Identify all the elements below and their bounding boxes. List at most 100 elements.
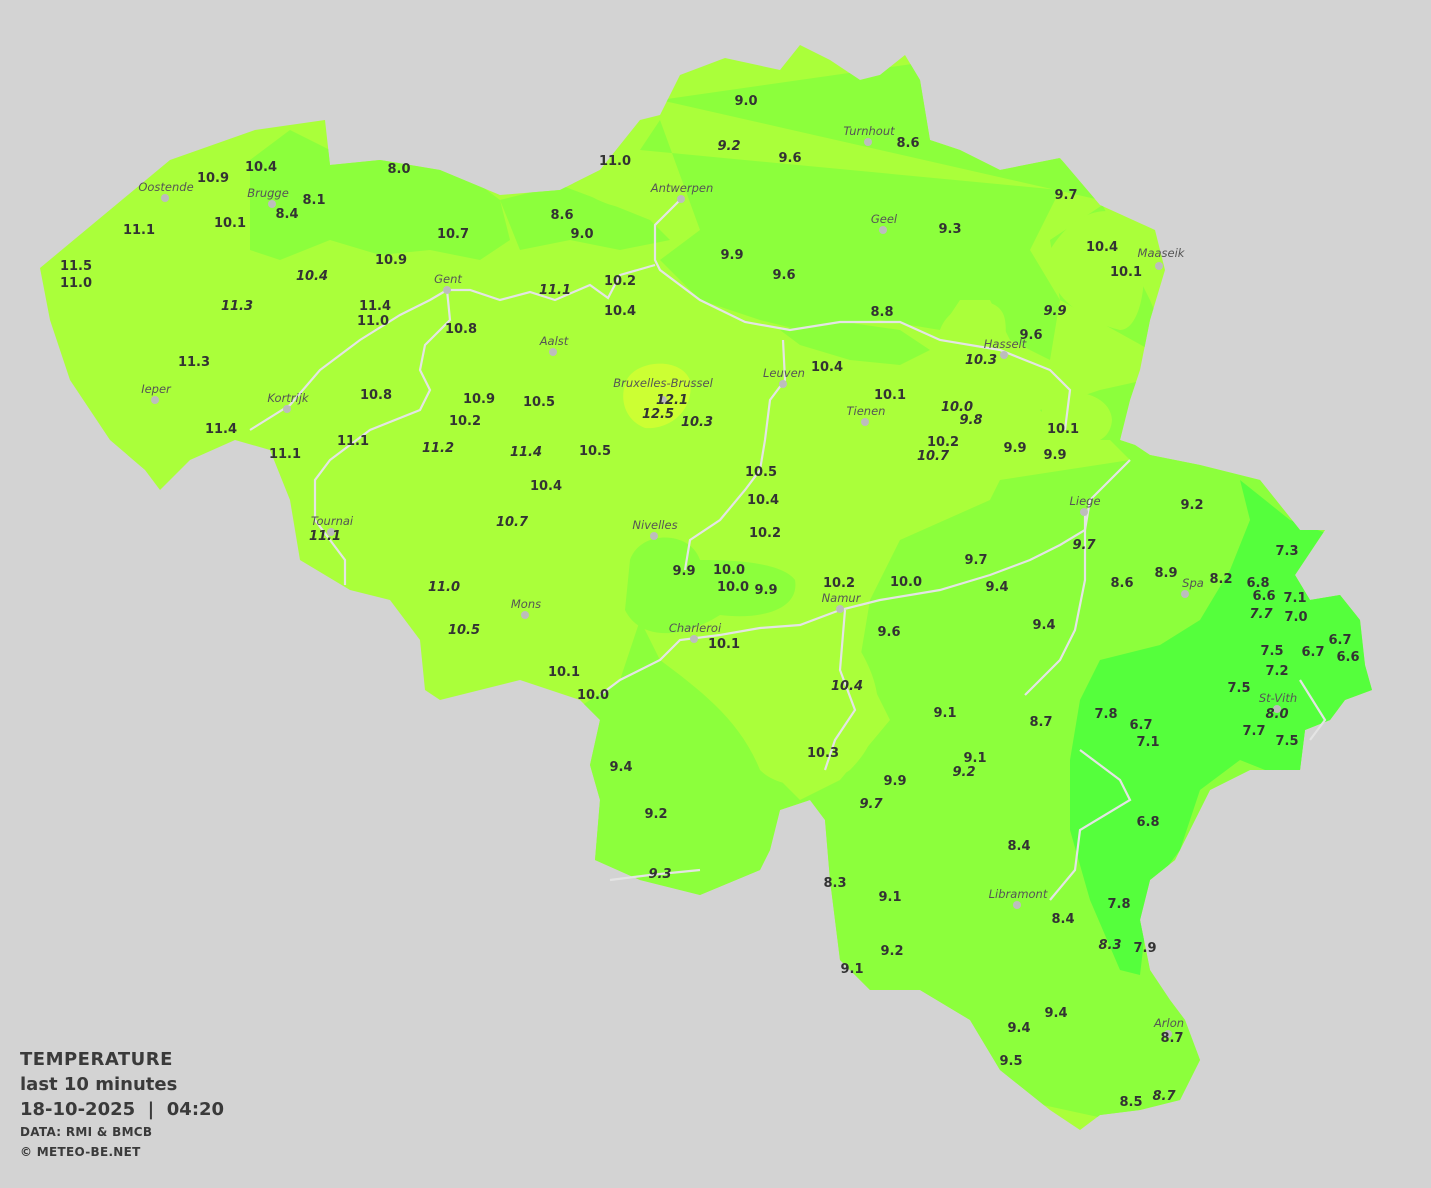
city-dot (1181, 590, 1189, 598)
river-line (609, 868, 701, 882)
temperature-value: 7.8 (1094, 707, 1117, 722)
temperature-value: 8.7 (1160, 1031, 1183, 1046)
temperature-value: 11.2 (422, 441, 454, 456)
temperature-value: 11.4 (205, 422, 237, 437)
legend-datetime: 18-10-2025 | 04:20 (20, 1099, 225, 1120)
temperature-value: 7.8 (1107, 897, 1130, 912)
temperature-value: 9.3 (648, 867, 671, 882)
temperature-zone (250, 130, 510, 260)
temperature-value: 10.7 (437, 227, 469, 242)
temperature-value: 8.4 (1051, 912, 1074, 927)
city-label: Bruxelles-Brussel (613, 376, 713, 390)
city-dot (879, 226, 887, 234)
temperature-value: 7.5 (1227, 681, 1250, 696)
city-label: St-Vith (1259, 691, 1297, 705)
temperature-value: 11.1 (337, 434, 369, 449)
temperature-value: 10.2 (927, 435, 959, 450)
city-label: Maaseik (1138, 246, 1186, 260)
city-dot (268, 200, 276, 208)
temperature-value: 10.3 (807, 746, 839, 761)
temperature-value: 9.0 (734, 94, 757, 109)
temperature-zone (623, 363, 691, 429)
temperature-value: 8.1 (302, 193, 325, 208)
temperature-value: 9.9 (754, 583, 777, 598)
temperature-value: 9.7 (1072, 538, 1096, 553)
temperature-value: 9.1 (933, 706, 956, 721)
city-label: Arlon (1153, 1016, 1184, 1030)
temperature-value: 9.2 (717, 139, 740, 154)
temperature-zone (938, 301, 1006, 376)
legend-period: last 10 minutes (20, 1074, 178, 1095)
city-dot (549, 348, 557, 356)
city-label: Gent (434, 272, 462, 286)
temperature-value: 7.1 (1136, 735, 1159, 750)
river-line (599, 459, 1131, 696)
temperature-value: 10.0 (890, 575, 922, 590)
temperature-value: 6.7 (1328, 633, 1351, 648)
temperature-value: 10.9 (197, 171, 229, 186)
river-line (313, 289, 452, 585)
legend-data-source: DATA: RMI & BMCB (20, 1125, 153, 1139)
temperature-value: 9.9 (1043, 304, 1066, 319)
city-dot (659, 396, 667, 404)
temperature-value: 9.1 (963, 751, 986, 766)
river-line (683, 339, 787, 571)
temperature-value: 10.4 (245, 160, 277, 175)
city-label: Geel (871, 212, 898, 226)
legend-copyright: © METEO-BE.NET (20, 1145, 141, 1159)
temperature-value: 12.5 (642, 407, 674, 422)
temperature-value: 10.5 (745, 465, 777, 480)
city-dot (650, 532, 658, 540)
city-label: Tienen (847, 404, 886, 418)
temperature-value: 8.6 (1110, 576, 1133, 591)
river-line (1299, 679, 1327, 741)
river-line (1049, 749, 1132, 901)
temperature-value: 10.1 (214, 216, 246, 231)
city-label: Aalst (539, 334, 569, 348)
legend-title: TEMPERATURE (20, 1049, 173, 1070)
temperature-value: 10.4 (604, 304, 636, 319)
temperature-value: 10.4 (831, 679, 863, 694)
river-line (653, 199, 1072, 431)
temperature-value: 9.9 (672, 564, 695, 579)
temperature-value: 8.6 (896, 136, 919, 151)
temperature-value: 8.9 (1154, 566, 1177, 581)
city-dot (1155, 262, 1163, 270)
temperature-value: 9.9 (883, 774, 906, 789)
temperature-value: 6.6 (1336, 650, 1359, 665)
city-label: Oostende (138, 180, 193, 194)
temperature-value: 10.9 (375, 253, 407, 268)
city-dot (161, 194, 169, 202)
temperature-value: 10.3 (965, 353, 997, 368)
temperature-value: 11.5 (60, 259, 92, 274)
city-dot (861, 418, 869, 426)
city-label: Namur (822, 591, 862, 605)
temperature-value: 9.3 (938, 222, 961, 237)
city-dot (1000, 351, 1008, 359)
temperature-value: 10.0 (717, 580, 749, 595)
temperature-zone (1048, 211, 1144, 330)
city-dot (864, 138, 872, 146)
temperature-value: 8.4 (275, 207, 298, 222)
temperature-value: 8.8 (870, 305, 893, 320)
city-label: Antwerpen (650, 181, 714, 195)
temperature-value: 9.1 (840, 962, 863, 977)
temperature-value: 10.4 (811, 360, 843, 375)
temperature-value: 10.4 (530, 479, 562, 494)
temperature-value: 11.0 (60, 276, 92, 291)
temperature-value: 10.1 (708, 637, 740, 652)
temperature-value: 8.3 (823, 876, 846, 891)
temperature-value: 7.3 (1275, 544, 1298, 559)
temperature-value: 8.7 (1029, 715, 1052, 730)
temperature-value: 7.7 (1249, 607, 1273, 622)
temperature-value: 8.0 (1265, 707, 1288, 722)
city-dot (836, 605, 844, 613)
temperature-value: 11.3 (221, 299, 253, 314)
temperature-value: 9.2 (880, 944, 903, 959)
temperature-zone (625, 537, 796, 634)
temperature-value: 10.1 (1047, 422, 1079, 437)
temperature-value: 10.5 (448, 623, 480, 638)
temperature-value: 11.1 (309, 529, 341, 544)
temperature-value: 10.8 (360, 388, 392, 403)
temperature-value: 10.0 (941, 400, 973, 415)
